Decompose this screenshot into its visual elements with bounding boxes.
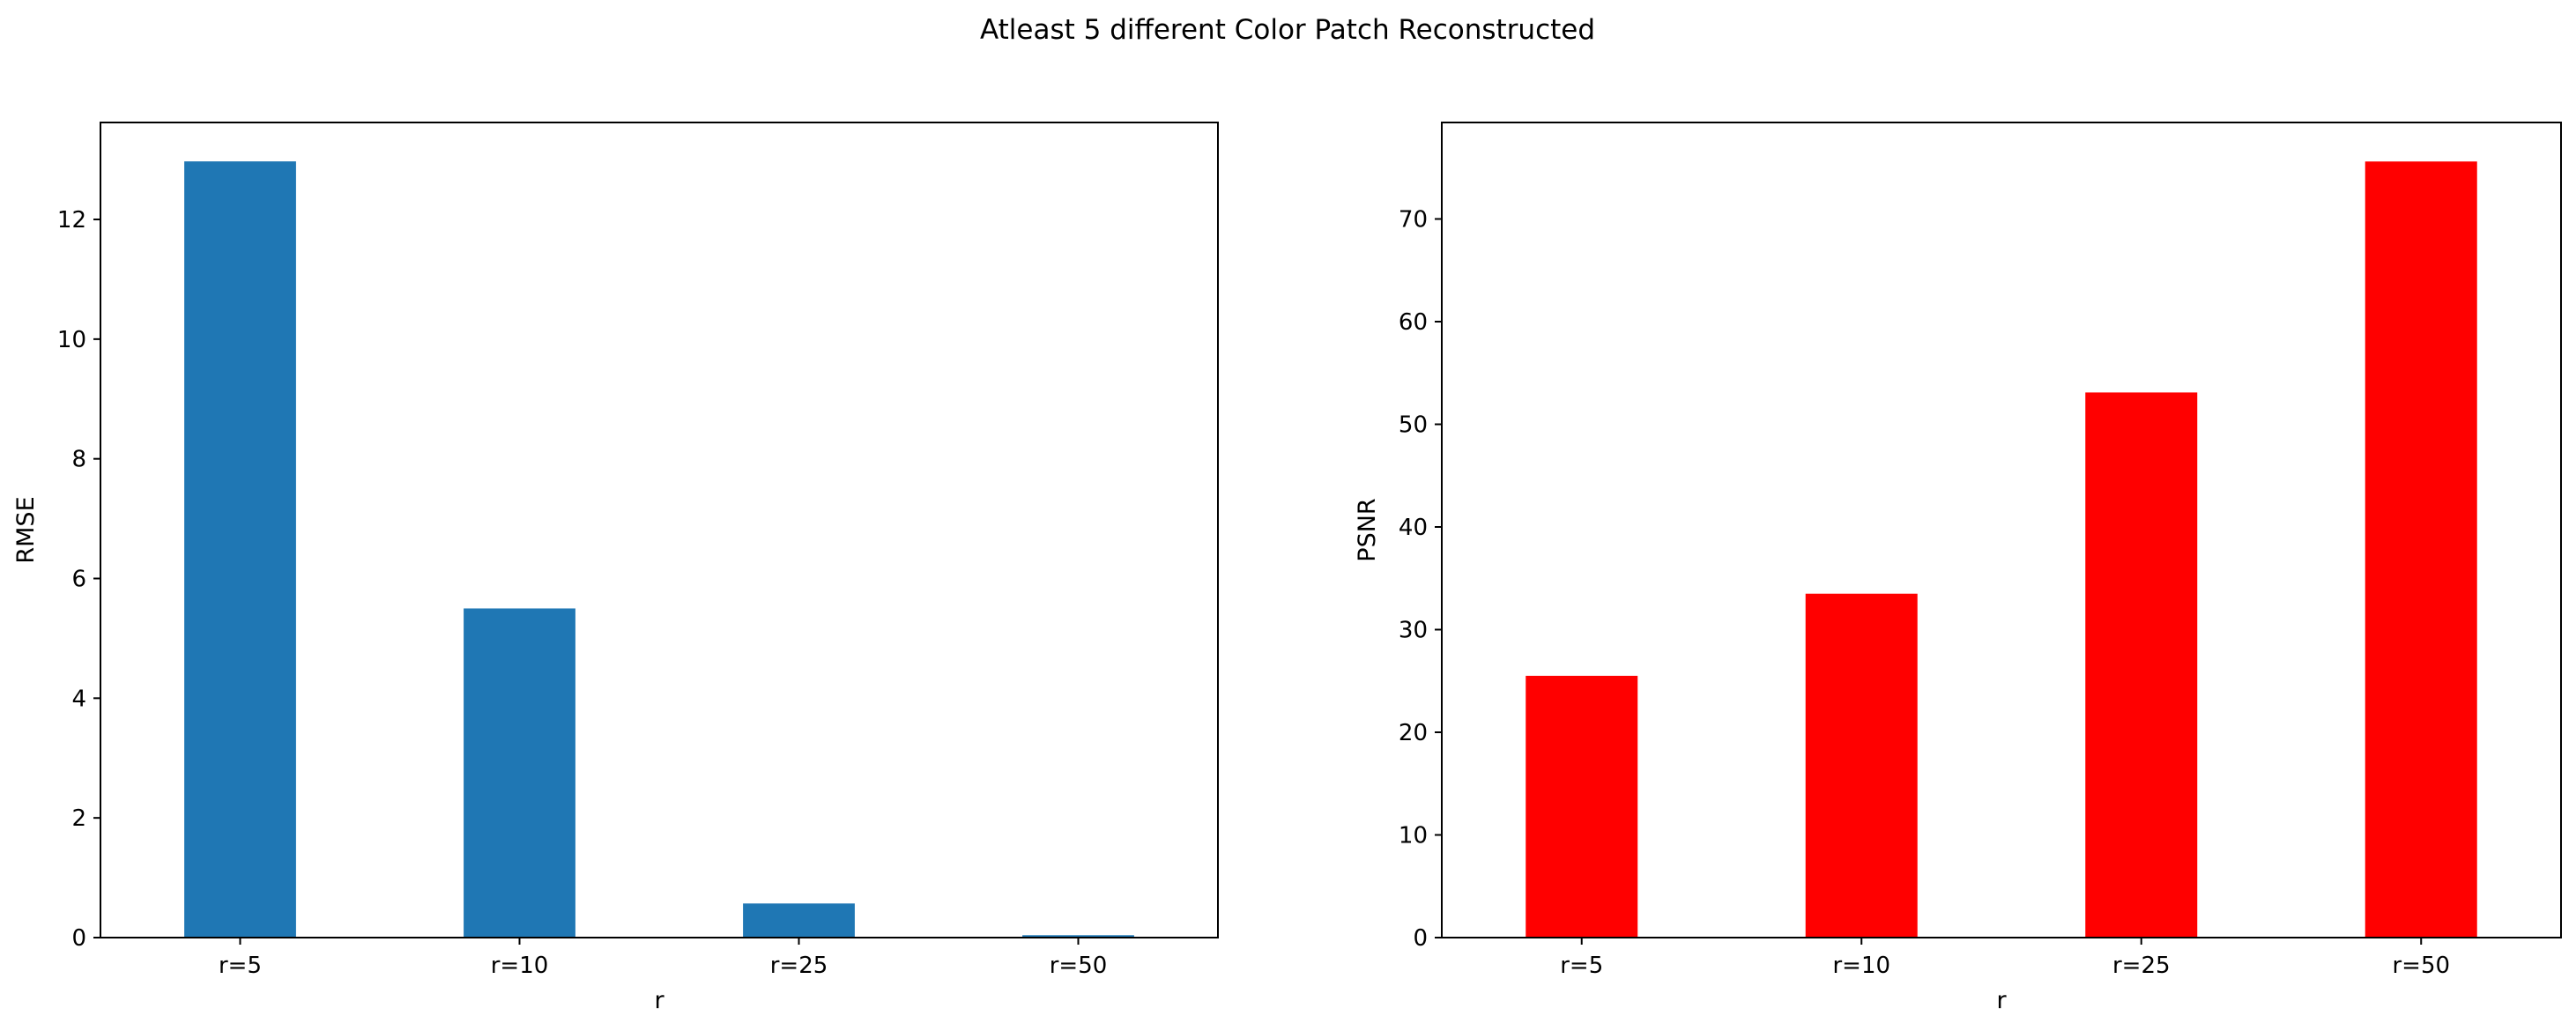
rmse-y-tick-label: 8 xyxy=(71,447,86,473)
rmse-y-tick-label: 6 xyxy=(71,567,86,593)
psnr-x-tick-label: r=25 xyxy=(2112,953,2171,979)
psnr-y-axis-label: PSNR xyxy=(1354,498,1381,561)
rmse-x-tick-label: r=5 xyxy=(219,953,262,979)
psnr-x-tick-label: r=10 xyxy=(1832,953,1890,979)
rmse-bar-3 xyxy=(1022,935,1134,938)
psnr-y-tick-label: 30 xyxy=(1399,618,1428,644)
psnr-y-tick-label: 50 xyxy=(1399,412,1428,439)
psnr-bar-0 xyxy=(1526,675,1638,938)
rmse-x-axis-label: r xyxy=(654,987,664,1014)
rmse-y-tick-label: 4 xyxy=(71,686,86,712)
psnr-y-tick-label: 10 xyxy=(1399,823,1428,849)
rmse-y-tick-label: 12 xyxy=(57,207,86,234)
psnr-chart: r=5 r=10 r=25 r=50 0 10 20 30 40 50 60 70 r PSNR xyxy=(1354,122,2562,1014)
psnr-y-tick-label: 60 xyxy=(1399,309,1428,336)
rmse-y-tick-label: 10 xyxy=(57,327,86,353)
psnr-bar-2 xyxy=(2085,392,2198,938)
psnr-x-tick-label: r=50 xyxy=(2392,953,2450,979)
rmse-bar-2 xyxy=(743,903,855,938)
psnr-bar-1 xyxy=(1805,593,1918,938)
psnr-bar-3 xyxy=(2364,161,2477,938)
rmse-x-tick-label: r=50 xyxy=(1050,953,1108,979)
rmse-y-tick-label: 0 xyxy=(71,925,86,952)
psnr-axes-frame xyxy=(1441,122,2562,938)
psnr-x-axis-label: r xyxy=(1996,987,2007,1014)
psnr-y-tick-label: 70 xyxy=(1399,207,1428,234)
rmse-bar-1 xyxy=(464,608,575,938)
psnr-y-tick-label: 40 xyxy=(1399,515,1428,541)
rmse-y-axis-label: RMSE xyxy=(12,496,40,563)
figure-title: Atleast 5 different Color Patch Reconstr… xyxy=(980,14,1595,46)
psnr-y-tick-label: 20 xyxy=(1399,720,1428,746)
rmse-chart: r=5 r=10 r=25 r=50 0 2 4 6 8 10 12 r RMSE xyxy=(12,122,1219,1014)
rmse-x-tick-label: r=25 xyxy=(770,953,828,979)
rmse-bar-0 xyxy=(184,161,296,938)
rmse-y-tick-label: 2 xyxy=(71,805,86,832)
rmse-x-tick-label: r=10 xyxy=(491,953,549,979)
psnr-y-tick-label: 0 xyxy=(1413,925,1428,952)
rmse-axes-frame xyxy=(100,122,1219,938)
psnr-x-tick-label: r=5 xyxy=(1560,953,1603,979)
